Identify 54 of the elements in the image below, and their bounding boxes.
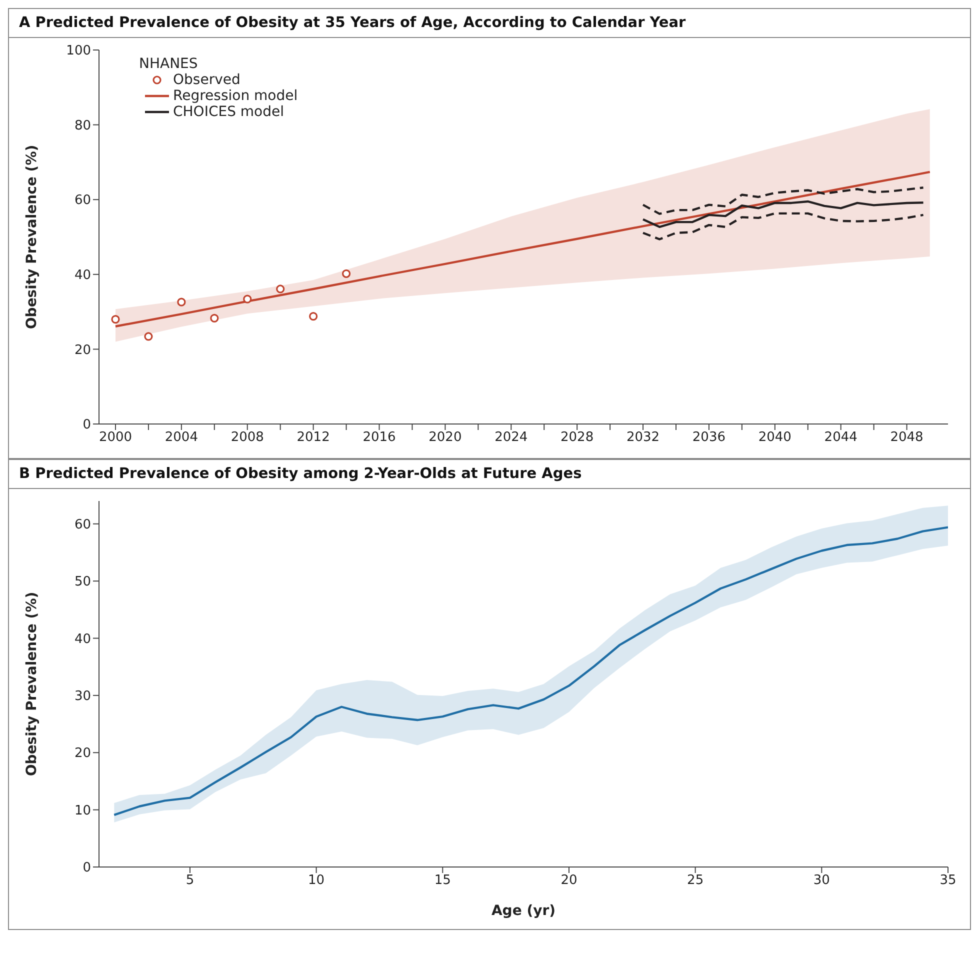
x-tick-label: 2044	[824, 430, 858, 446]
legend-label: CHOICES model	[173, 104, 284, 120]
chart-title: A Predicted Prevalence of Obesity at 35 Years of Age, According to Calendar Year	[9, 9, 970, 38]
x-tick-label: 2020	[428, 430, 462, 446]
chart-title: B Predicted Prevalence of Obesity among 2-Year-Olds at Future Ages	[9, 460, 970, 489]
x-tick-label: 30	[813, 873, 830, 888]
x-tick-label: 15	[434, 873, 451, 888]
point	[210, 314, 219, 322]
x-tick-label: 2024	[494, 430, 528, 446]
x-tick-label: 2036	[692, 430, 726, 446]
y-tick-label: 30	[74, 689, 91, 704]
x-tick-label: 2004	[164, 430, 198, 446]
x-tick-label: 2008	[230, 430, 264, 446]
y-tick-label: 40	[74, 632, 91, 647]
x-tick-label: 10	[308, 873, 325, 888]
y-tick-label: 20	[74, 746, 91, 762]
y-axis-title: Obesity Prevalence (%)	[24, 144, 40, 330]
x-tick-label: 2028	[560, 430, 594, 446]
x-tick-label: 20	[560, 873, 578, 888]
line-series	[642, 200, 924, 228]
y-tick-label: 40	[74, 268, 91, 284]
x-axis-title: Age (yr)	[491, 903, 556, 919]
x-tick-label: 2048	[890, 430, 924, 446]
y-tick-label: 0	[82, 860, 91, 876]
point	[243, 294, 252, 304]
point	[177, 298, 186, 306]
x-tick-label: 2000	[98, 430, 132, 446]
line-series	[114, 170, 931, 328]
legend-label: Regression model	[173, 88, 298, 104]
x-tick-label: 2016	[362, 430, 396, 446]
point	[309, 312, 318, 321]
y-tick-label: 60	[74, 517, 91, 532]
x-tick-label: 2032	[626, 430, 660, 446]
y-axis-title: Obesity Prevalence (%)	[24, 592, 40, 776]
y-tick-label: 0	[82, 418, 91, 433]
x-tick-label: 5	[186, 873, 194, 888]
line-series	[642, 212, 924, 240]
y-tick-label: 60	[74, 193, 91, 208]
legend-title: NHANES	[139, 56, 199, 72]
line-series	[642, 186, 924, 215]
point	[276, 284, 285, 294]
x-tick-label: 25	[687, 873, 704, 888]
y-tick-label: 50	[74, 574, 91, 590]
legend-label: Observed	[173, 72, 240, 88]
y-tick-label: 20	[74, 342, 91, 358]
point	[342, 269, 351, 278]
point	[144, 332, 153, 341]
point	[111, 314, 120, 324]
x-tick-label: 35	[940, 873, 956, 888]
x-tick-label: 2040	[758, 430, 792, 446]
y-tick-label: 100	[66, 44, 91, 59]
y-tick-label: 10	[74, 803, 91, 818]
x-tick-label: 2012	[296, 430, 330, 446]
y-tick-label: 80	[74, 118, 91, 134]
